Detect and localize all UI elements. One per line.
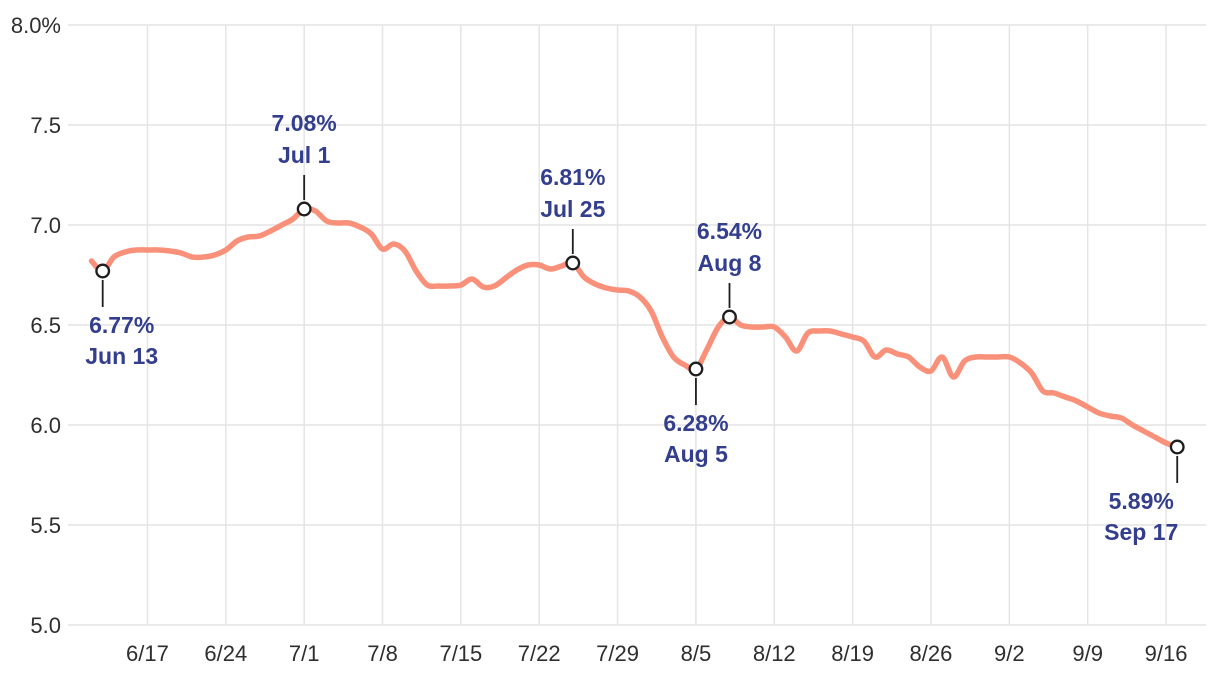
- annotation-value-label: 6.28%: [663, 410, 728, 436]
- data-point-marker: [722, 309, 737, 325]
- data-point-marker: [565, 255, 581, 271]
- annotation-value-label: 6.77%: [89, 312, 154, 338]
- y-axis-tick-label: 7.0: [30, 213, 61, 238]
- x-axis-tick-label: 7/15: [439, 641, 482, 666]
- annotation-value-label: 5.89%: [1109, 488, 1174, 514]
- x-axis-tick-label: 8/5: [681, 641, 712, 666]
- annotation-value-label: 6.81%: [540, 164, 605, 190]
- data-point-marker: [1169, 439, 1185, 455]
- y-axis-tick-label: 5.0: [30, 613, 61, 638]
- rate-line: [88, 205, 1180, 450]
- annotation-date-label: Jul 25: [540, 196, 605, 222]
- annotation-value-label: 6.54%: [697, 218, 762, 244]
- data-point-marker: [95, 263, 111, 279]
- x-axis-tick-label: 9/2: [994, 641, 1025, 666]
- x-axis-tick-label: 6/24: [204, 641, 247, 666]
- x-axis-tick-label: 7/8: [367, 641, 398, 666]
- y-axis-tick-label: 6.5: [30, 313, 61, 338]
- data-point-marker: [296, 201, 312, 217]
- annotation-date-label: Jul 1: [278, 142, 331, 168]
- x-axis-tick-label: 8/12: [753, 641, 796, 666]
- x-axis-tick-label: 7/22: [518, 641, 561, 666]
- annotation-date-label: Jun 13: [85, 343, 158, 369]
- annotation-date-label: Aug 8: [698, 250, 762, 276]
- x-axis-tick-label: 7/1: [289, 641, 320, 666]
- x-axis-tick-label: 7/29: [596, 641, 639, 666]
- x-axis-tick-label: 8/19: [831, 641, 874, 666]
- y-axis-tick-label: 6.0: [30, 413, 61, 438]
- y-axis-tick-label: 7.5: [30, 113, 61, 138]
- y-axis-tick-label: 8.0%: [11, 13, 61, 38]
- annotation-value-label: 7.08%: [272, 110, 337, 136]
- x-axis-tick-label: 6/17: [126, 641, 169, 666]
- annotation-date-label: Sep 17: [1104, 519, 1178, 545]
- x-axis-tick-label: 8/26: [910, 641, 953, 666]
- y-axis-tick-label: 5.5: [30, 513, 61, 538]
- x-axis-tick-label: 9/16: [1145, 641, 1188, 666]
- annotation-date-label: Aug 5: [664, 441, 728, 467]
- x-axis-tick-label: 9/9: [1072, 641, 1103, 666]
- data-point-marker: [688, 361, 704, 377]
